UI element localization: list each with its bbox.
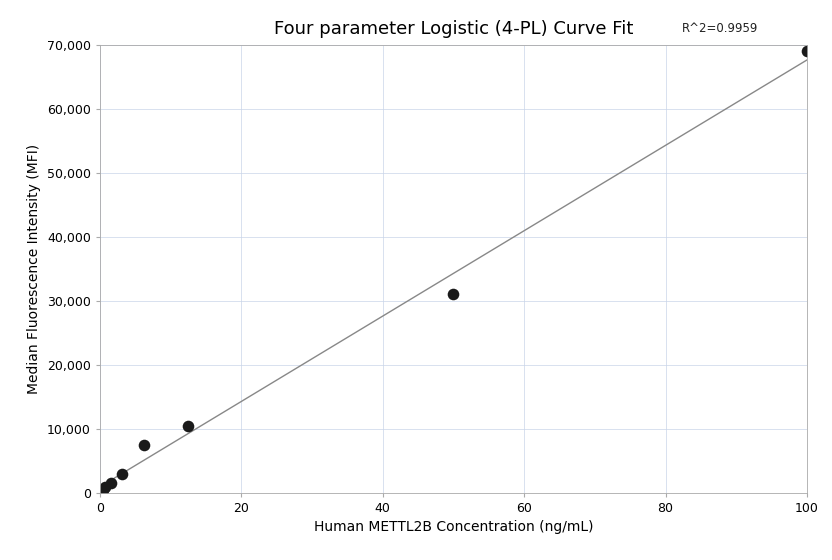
X-axis label: Human METTL2B Concentration (ng/mL): Human METTL2B Concentration (ng/mL): [314, 520, 593, 534]
Point: [181, 422, 195, 431]
Point: [96, 485, 109, 494]
Text: R^2=0.9959: R^2=0.9959: [682, 21, 759, 35]
Y-axis label: Median Fluorescence Intensity (MFI): Median Fluorescence Intensity (MFI): [27, 144, 42, 394]
Point: [116, 469, 129, 478]
Point: [447, 290, 460, 299]
Point: [104, 478, 117, 487]
Title: Four parameter Logistic (4-PL) Curve Fit: Four parameter Logistic (4-PL) Curve Fit: [274, 20, 633, 38]
Point: [99, 483, 112, 492]
Point: [137, 440, 151, 449]
Point: [800, 46, 814, 55]
